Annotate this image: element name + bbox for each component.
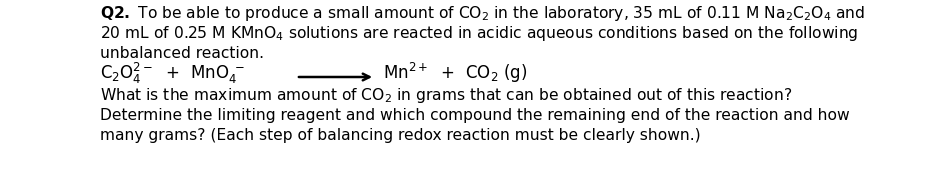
Text: Determine the limiting reagent and which compound the remaining end of the react: Determine the limiting reagent and which… xyxy=(100,108,850,123)
Text: C$_2$O$_4^{2-}$  +  MnO$_4^{\ -}$: C$_2$O$_4^{2-}$ + MnO$_4^{\ -}$ xyxy=(100,61,245,86)
Text: 20 mL of 0.25 M KMnO$_4$ solutions are reacted in acidic aqueous conditions base: 20 mL of 0.25 M KMnO$_4$ solutions are r… xyxy=(100,24,858,43)
Text: many grams? (Each step of balancing redox reaction must be clearly shown.): many grams? (Each step of balancing redo… xyxy=(100,128,701,143)
Text: What is the maximum amount of CO$_2$ in grams that can be obtained out of this r: What is the maximum amount of CO$_2$ in … xyxy=(100,86,792,105)
Text: Mn$^{2+}$  +  CO$_2$ (g): Mn$^{2+}$ + CO$_2$ (g) xyxy=(383,61,528,85)
Text: unbalanced reaction.: unbalanced reaction. xyxy=(100,46,264,61)
Text: $\bf{Q2.}$ To be able to produce a small amount of CO$_2$ in the laboratory, 35 : $\bf{Q2.}$ To be able to produce a small… xyxy=(100,4,866,23)
